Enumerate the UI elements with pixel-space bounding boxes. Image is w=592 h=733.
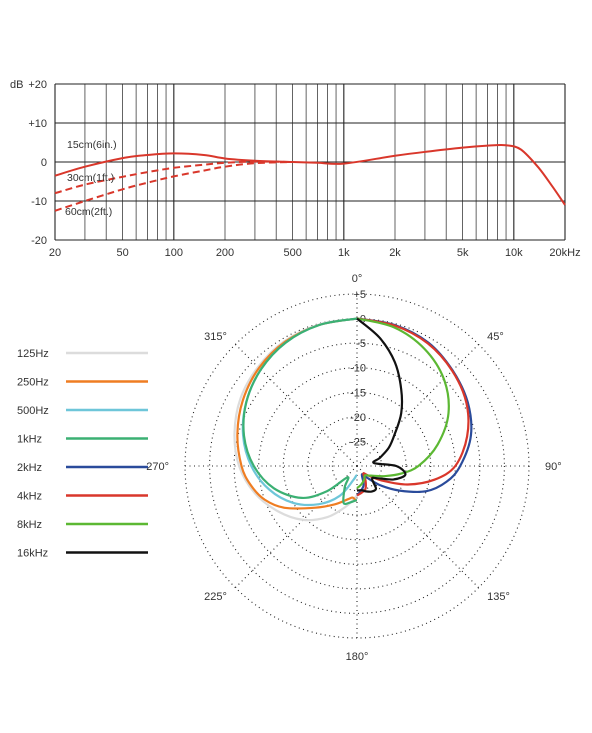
freq-y-tick-label: -20 — [31, 235, 47, 247]
polar-r-tick-label: -25 — [350, 436, 366, 448]
polar-r-tick-label: +5 — [353, 289, 366, 301]
polar-grid-ring — [307, 416, 407, 516]
freq-main-series-line — [54, 143, 566, 206]
freq-y-tick-label: +10 — [28, 118, 47, 130]
legend-label: 1kHz — [17, 434, 42, 446]
freq-x-tick-label: 50 — [117, 247, 129, 259]
legend-label: 4kHz — [17, 491, 42, 503]
polar-r-tick-label: -10 — [350, 363, 366, 375]
polar-r-tick-label: -20 — [350, 412, 366, 424]
legend-label: 125Hz — [17, 348, 49, 360]
polar-r-tick-label: -15 — [350, 387, 366, 399]
polar-grid-ring — [282, 391, 432, 541]
polar-pattern-chart: +50-5-10-15-20-250°45°90°135°180°225°270… — [146, 273, 561, 663]
freq-proximity-series-line — [54, 161, 293, 212]
freq-y-tick-label: +20 — [28, 79, 47, 91]
polar-r-tick-label: -5 — [356, 338, 366, 350]
polar-series-line — [236, 317, 358, 510]
freq-x-tick-label: 500 — [283, 247, 301, 259]
legend-label: 500Hz — [17, 405, 49, 417]
freq-y-tick-label: 0 — [41, 157, 47, 169]
freq-series-label: 30cm(1ft.) — [67, 172, 114, 184]
polar-angle-label: 315° — [204, 331, 227, 343]
polar-grid-ring — [331, 440, 383, 492]
freq-proximity-series-line — [54, 160, 293, 195]
polar-angle-label: 180° — [346, 651, 369, 663]
polar-angle-label: 270° — [146, 461, 169, 473]
frequency-response-chart: 20 50 100 200 500 1k 2k 5k 10k 20kHz +20 +10 0 -10 -20… — [10, 79, 581, 259]
polar-grid-ring — [209, 318, 505, 614]
polar-grid-spoke — [356, 465, 479, 588]
polar-grid-spoke — [235, 344, 358, 467]
polar-angle-label: 45° — [487, 331, 504, 343]
frequency-series-labels: 15cm(6in.) 30cm(1ft.) 60cm(2ft.) — [65, 139, 117, 218]
polar-angle-label: 135° — [487, 591, 510, 603]
freq-x-tick-label: 200 — [216, 247, 234, 259]
polar-angle-label: 90° — [545, 461, 562, 473]
polar-grid-spoke — [356, 344, 479, 467]
polar-series-line — [356, 317, 450, 490]
polar-labels: +50-5-10-15-20-250°45°90°135°180°225°270… — [146, 273, 561, 663]
polar-angle-label: 0° — [352, 273, 363, 285]
freq-series-label: 15cm(6in.) — [67, 139, 117, 151]
freq-x-tick-label: 20 — [49, 247, 61, 259]
polar-angle-label: 225° — [204, 591, 227, 603]
polar-series-line — [242, 317, 358, 506]
polar-series-line — [241, 317, 358, 507]
legend-label: 16kHz — [17, 548, 48, 560]
legend-label: 8kHz — [17, 519, 42, 531]
frequency-tick-labels: 20 50 100 200 500 1k 2k 5k 10k 20kHz +20 +10 0 -10 -20 — [28, 79, 580, 259]
polar-series — [233, 317, 473, 522]
freq-y-tick-label: -10 — [31, 196, 47, 208]
frequency-y-axis-label: dB — [10, 79, 23, 91]
polar-series-line — [356, 317, 407, 493]
frequency-series — [54, 143, 566, 212]
freq-x-tick-label: 5k — [457, 247, 469, 259]
polar-legend: 125Hz 250Hz 500Hz 1kHz 2kHz 4kHz 8kHz 16kHz — [17, 348, 148, 560]
freq-x-tick-label: 20kHz — [549, 247, 580, 259]
legend-label: 250Hz — [17, 377, 49, 389]
freq-series-label: 60cm(2ft.) — [65, 206, 112, 218]
polar-grid-spoke — [235, 465, 358, 588]
freq-x-tick-label: 1k — [338, 247, 350, 259]
polar-series-line — [233, 317, 358, 522]
freq-x-tick-label: 2k — [389, 247, 401, 259]
freq-x-tick-label: 10k — [505, 247, 523, 259]
freq-x-tick-label: 100 — [165, 247, 183, 259]
legend-label: 2kHz — [17, 462, 42, 474]
polar-series-line — [356, 317, 470, 497]
